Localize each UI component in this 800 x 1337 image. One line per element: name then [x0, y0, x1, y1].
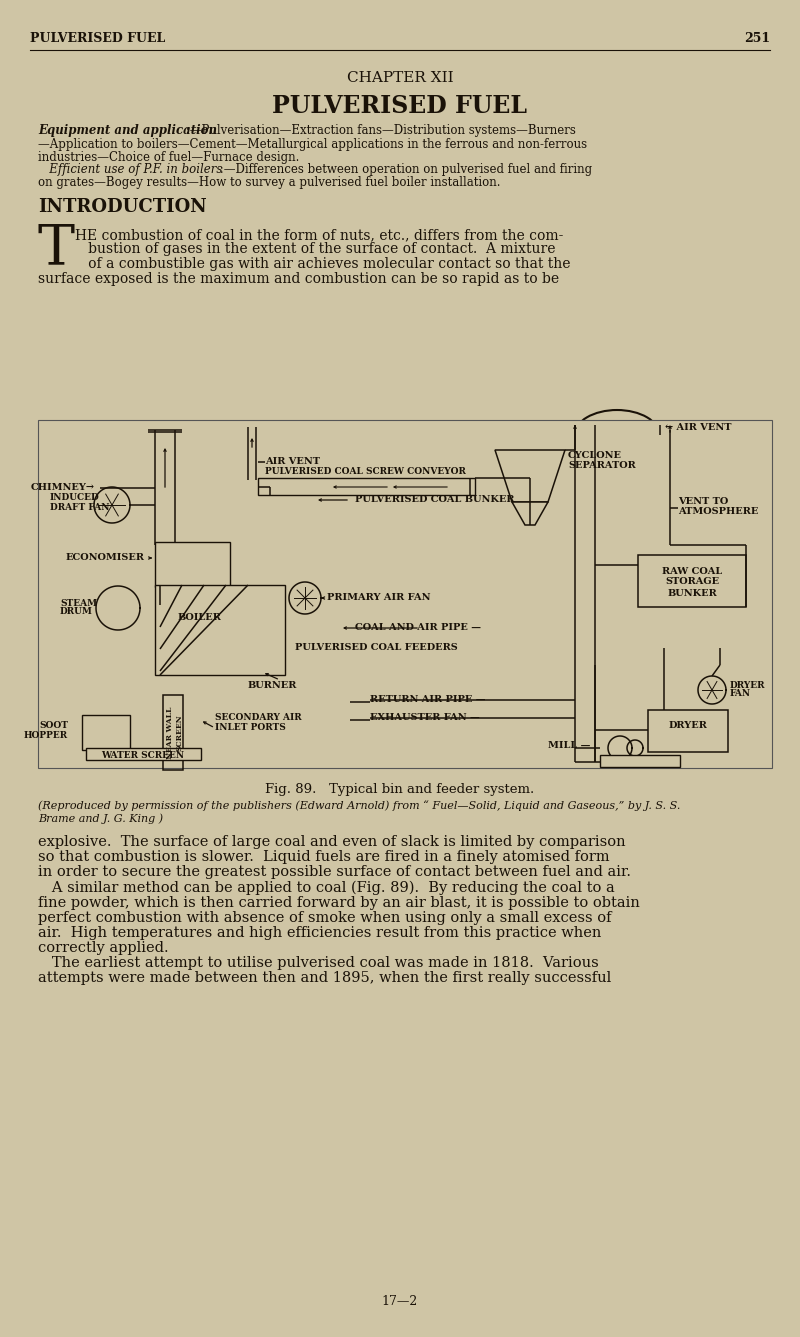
Text: CHIMNEY→: CHIMNEY→ — [31, 484, 95, 492]
Text: fine powder, which is then carried forward by an air blast, it is possible to ob: fine powder, which is then carried forwa… — [38, 896, 640, 910]
Bar — [86, 747, 201, 759]
Text: correctly applied.: correctly applied. — [38, 941, 169, 955]
Bar — [82, 715, 130, 750]
Polygon shape — [638, 607, 746, 648]
Text: Efficient use of P.F. in boilers: Efficient use of P.F. in boilers — [38, 163, 222, 176]
Text: RAW COAL: RAW COAL — [662, 567, 722, 575]
Bar — [155, 541, 230, 587]
Text: A similar method can be applied to coal (Fig. 89).  By reducing the coal to a: A similar method can be applied to coal … — [38, 881, 614, 896]
Text: COAL AND AIR PIPE —: COAL AND AIR PIPE — — [355, 623, 481, 632]
Polygon shape — [290, 550, 330, 570]
Text: explosive.  The surface of large coal and even of slack is limited by comparison: explosive. The surface of large coal and… — [38, 836, 626, 849]
Text: surface exposed is the maximum and combustion can be so rapid as to be: surface exposed is the maximum and combu… — [38, 271, 559, 286]
Bar — [638, 555, 746, 607]
Text: Brame and J. G. King ): Brame and J. G. King ) — [38, 813, 163, 824]
Text: ECONOMISER: ECONOMISER — [66, 554, 145, 563]
Bar — [600, 755, 680, 767]
Text: INTRODUCTION: INTRODUCTION — [38, 198, 206, 217]
Text: air.  High temperatures and high efficiencies result from this practice when: air. High temperatures and high efficien… — [38, 927, 602, 940]
Text: AIR VENT: AIR VENT — [265, 457, 320, 467]
Text: (Reproduced by permission of the publishers (Edward Arnold) from “ Fuel—Solid, L: (Reproduced by permission of the publish… — [38, 800, 680, 810]
Text: DRYER: DRYER — [669, 721, 707, 730]
Text: PULVERISED COAL BUNKER: PULVERISED COAL BUNKER — [355, 496, 514, 504]
Text: perfect combustion with absence of smoke when using only a small excess of: perfect combustion with absence of smoke… — [38, 910, 611, 925]
Text: :—Differences between operation on pulverised fuel and firing: :—Differences between operation on pulve… — [216, 163, 592, 176]
Text: HOPPER: HOPPER — [24, 730, 68, 739]
Text: PULVERISED COAL FEEDERS: PULVERISED COAL FEEDERS — [295, 643, 458, 652]
Text: industries—Choice of fuel—Furnace design.: industries—Choice of fuel—Furnace design… — [38, 151, 299, 164]
Text: attempts were made between then and 1895, when the first really successful: attempts were made between then and 1895… — [38, 971, 611, 985]
Text: ATMOSPHERE: ATMOSPHERE — [678, 508, 758, 516]
Text: bustion of gases in the extent of the surface of contact.  A mixture: bustion of gases in the extent of the su… — [75, 242, 555, 257]
Text: SEPARATOR: SEPARATOR — [568, 460, 636, 469]
Text: Fig. 89.   Typical bin and feeder system.: Fig. 89. Typical bin and feeder system. — [266, 783, 534, 796]
Text: BUNKER: BUNKER — [667, 588, 717, 598]
Text: INDUCED: INDUCED — [50, 493, 100, 503]
Text: DRAFT FAN: DRAFT FAN — [50, 503, 110, 512]
Bar — [163, 695, 183, 770]
Text: DRYER: DRYER — [730, 681, 766, 690]
Text: BURNER: BURNER — [248, 682, 298, 690]
Text: CYCLONE: CYCLONE — [568, 451, 622, 460]
Text: PULVERISED FUEL: PULVERISED FUEL — [30, 32, 166, 44]
Text: RETURN AIR PIPE —: RETURN AIR PIPE — — [370, 695, 486, 705]
Text: T: T — [38, 222, 75, 277]
Text: on grates—Bogey results—How to survey a pulverised fuel boiler installation.: on grates—Bogey results—How to survey a … — [38, 176, 501, 189]
Text: :—Pulverisation—Extraction fans—Distribution systems—Burners: :—Pulverisation—Extraction fans—Distribu… — [182, 124, 576, 136]
Bar — [258, 479, 475, 495]
Polygon shape — [495, 451, 565, 501]
Text: CHAPTER XII: CHAPTER XII — [346, 71, 454, 86]
Text: EXHAUSTER FAN —: EXHAUSTER FAN — — [370, 714, 480, 722]
Text: WATER SCREEN: WATER SCREEN — [102, 751, 185, 761]
Text: DRUM: DRUM — [60, 607, 93, 616]
Text: VENT TO: VENT TO — [678, 497, 728, 507]
Text: STEAM: STEAM — [60, 599, 97, 607]
Text: SECONDARY AIR: SECONDARY AIR — [215, 714, 302, 722]
Text: Equipment and application: Equipment and application — [38, 124, 217, 136]
Text: PRIMARY AIR FAN: PRIMARY AIR FAN — [327, 594, 430, 603]
Text: STORAGE: STORAGE — [665, 578, 719, 587]
Text: of a combustible gas with air achieves molecular contact so that the: of a combustible gas with air achieves m… — [75, 257, 570, 271]
Polygon shape — [270, 495, 350, 550]
Text: NEAR WALL
SCREEN: NEAR WALL SCREEN — [166, 707, 184, 759]
Bar — [155, 586, 285, 675]
Text: 251: 251 — [744, 32, 770, 44]
Text: MILL —: MILL — — [548, 741, 590, 750]
Text: BOILER: BOILER — [178, 612, 222, 622]
Text: in order to secure the greatest possible surface of contact between fuel and air: in order to secure the greatest possible… — [38, 865, 631, 878]
Text: HE combustion of coal in the form of nuts, etc., differs from the com-: HE combustion of coal in the form of nut… — [75, 229, 563, 242]
Text: PULVERISED FUEL: PULVERISED FUEL — [273, 94, 527, 118]
Text: 17—2: 17—2 — [382, 1296, 418, 1308]
Bar — [38, 420, 772, 767]
Text: ← AIR VENT: ← AIR VENT — [665, 424, 731, 432]
Text: FAN: FAN — [730, 690, 751, 698]
Text: PULVERISED COAL SCREW CONVEYOR: PULVERISED COAL SCREW CONVEYOR — [265, 468, 466, 476]
Text: INLET PORTS: INLET PORTS — [215, 723, 286, 733]
Text: —Application to boilers—Cement—Metallurgical applications in the ferrous and non: —Application to boilers—Cement—Metallurg… — [38, 138, 587, 151]
Bar — [648, 710, 728, 751]
Text: The earliest attempt to utilise pulverised coal was made in 1818.  Various: The earliest attempt to utilise pulveris… — [38, 956, 598, 971]
Text: SOOT: SOOT — [39, 722, 68, 730]
Polygon shape — [512, 501, 548, 525]
Text: so that combustion is slower.  Liquid fuels are fired in a finely atomised form: so that combustion is slower. Liquid fue… — [38, 850, 610, 864]
